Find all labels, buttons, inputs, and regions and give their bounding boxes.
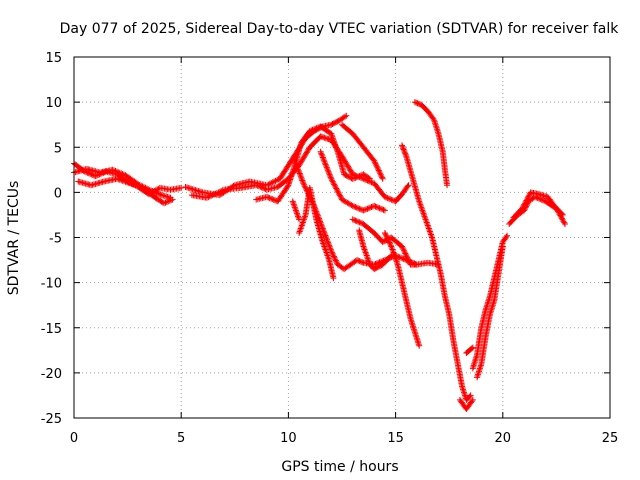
data-track-t10: [289, 198, 303, 223]
y-tick-label: -25: [41, 412, 62, 427]
data-point-markers: [296, 184, 337, 282]
data-point-markers: [289, 198, 303, 223]
grid-lines: [74, 57, 610, 418]
data-point-markers: [474, 243, 506, 381]
x-tick-label: 20: [495, 431, 512, 446]
data-track-t13: [356, 227, 395, 273]
data-point-markers: [339, 121, 386, 182]
data-track-t15: [399, 142, 474, 403]
y-tick-label: 0: [54, 186, 62, 201]
data-point-markers: [317, 148, 388, 214]
x-axis-title: GPS time / hours: [281, 459, 398, 475]
y-tick-label: -10: [41, 277, 62, 292]
data-point-markers: [411, 99, 451, 189]
data-points: [71, 99, 568, 412]
x-tick-label: 15: [387, 431, 404, 446]
data-track-t18: [463, 344, 476, 356]
y-tick-label: -15: [41, 322, 62, 337]
data-point-markers: [349, 216, 420, 268]
x-tick-label: 0: [70, 431, 78, 446]
data-track-t20: [474, 243, 506, 381]
data-track-t12: [349, 216, 420, 268]
y-tick-label: 10: [45, 96, 62, 111]
y-tick-label: -20: [41, 367, 62, 382]
y-tick-label: 15: [45, 51, 62, 66]
data-point-markers: [381, 230, 423, 349]
data-point-markers: [510, 189, 566, 221]
data-track-t5: [188, 133, 412, 205]
y-axis-title: SDTVAR / TECUs: [6, 181, 22, 296]
data-point-markers: [399, 142, 474, 403]
x-tick-label: 10: [280, 431, 297, 446]
data-track-t8: [296, 184, 337, 282]
y-tick-label: 5: [54, 141, 62, 156]
x-tick-label: 5: [177, 431, 185, 446]
data-track-t14: [381, 230, 423, 349]
axis-ticks: 0 5 10 15 20 25 15 10 5 0 -5 -10 -15 -20 -25: [41, 51, 619, 446]
data-track-t22: [510, 189, 566, 221]
data-point-markers: [188, 133, 412, 205]
data-track-t9: [317, 148, 388, 214]
y-tick-label: -5: [49, 232, 62, 247]
chart-title: Day 077 of 2025, Sidereal Day-to-day VTE…: [60, 21, 620, 37]
plot-border: [73, 56, 611, 419]
data-track-t17: [456, 396, 476, 412]
x-tick-label: 25: [602, 431, 619, 446]
data-track-t11: [339, 121, 386, 182]
data-track-t16: [411, 99, 451, 189]
data-point-markers: [463, 344, 476, 356]
data-point-markers: [456, 396, 476, 412]
data-point-markers: [356, 227, 395, 273]
